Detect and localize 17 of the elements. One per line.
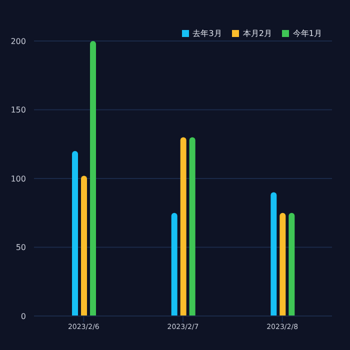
y-tick-label: 200	[10, 36, 26, 46]
bar	[288, 212, 295, 316]
bar	[280, 212, 286, 316]
bar	[189, 137, 196, 316]
bar	[171, 212, 178, 316]
y-tick-label: 50	[16, 243, 26, 252]
y-tick-label: 150	[10, 106, 26, 115]
y-tick-label: 100	[10, 174, 26, 184]
legend-label: 本月2月	[242, 29, 272, 38]
bar	[90, 41, 96, 316]
bar	[81, 176, 87, 316]
y-tick-label: 0	[20, 312, 26, 321]
bar	[180, 137, 186, 316]
legend-label: 今年1月	[292, 29, 322, 38]
legend-label: 去年3月	[192, 29, 222, 38]
bar	[72, 151, 78, 316]
bar	[270, 192, 277, 316]
